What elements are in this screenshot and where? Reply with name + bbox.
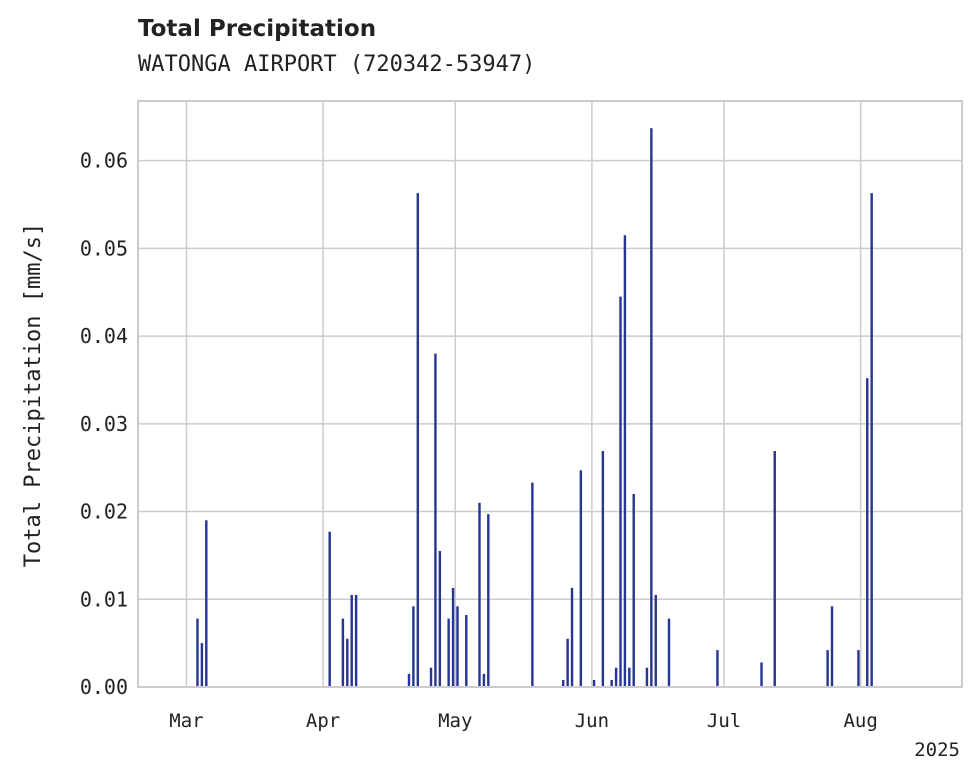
precipitation-bar (328, 531, 331, 687)
y-tick-label: 0.00 (80, 675, 128, 699)
x-tick-label: Mar (169, 710, 203, 732)
grid-lines (138, 101, 962, 687)
precipitation-bar (350, 594, 353, 687)
precipitation-bar (407, 673, 411, 687)
precipitation-bar (619, 296, 622, 687)
precipitation-bar (478, 502, 481, 687)
precipitation-bar (482, 673, 486, 687)
precipitation-bar (451, 587, 455, 687)
precipitation-bar (623, 235, 627, 687)
chart-title: Total Precipitation (138, 16, 377, 42)
tick-labels: 0.00 0.01 0.02 0.03 0.04 0.05 0.06 Mar Apr May Jun… (80, 149, 878, 732)
precipitation-bar (650, 128, 653, 688)
precipitation-bar (866, 378, 869, 687)
y-tick-label: 0.01 (80, 587, 128, 611)
precipitation-bar (456, 606, 459, 687)
x-tick-label: May (438, 710, 472, 732)
precipitation-bar (570, 587, 574, 687)
x-tick-label: Jun (575, 710, 609, 732)
precipitation-bar (610, 679, 613, 687)
precipitation-bar (645, 667, 649, 687)
y-tick-label: 0.02 (80, 500, 128, 524)
precipitation-bar (592, 679, 596, 687)
precipitation-bar (531, 482, 534, 687)
x-tick-label: Aug (843, 710, 877, 732)
plot-frame (137, 100, 963, 688)
precipitation-bar (416, 193, 420, 687)
precipitation-bar (412, 606, 415, 687)
precipitation-bar (579, 470, 583, 687)
precipitation-bar (434, 353, 437, 687)
precipitation-bar (566, 638, 569, 687)
precipitation-bar (654, 594, 657, 687)
precipitation-bar (447, 618, 450, 687)
y-tick-label: 0.03 (80, 412, 128, 436)
precipitation-bar (601, 451, 605, 687)
y-tick-label: 0.04 (80, 324, 128, 348)
precipitation-bar (429, 667, 433, 687)
y-axis-label: Total Precipitation [mm/s] (21, 223, 46, 567)
precipitation-bar (628, 667, 631, 687)
x-tick-label: Jul (707, 710, 741, 732)
y-tick-label: 0.06 (80, 149, 128, 173)
precipitation-bar (562, 679, 565, 687)
x-tick-label: Apr (306, 710, 340, 732)
precipitation-bars (196, 128, 873, 688)
precipitation-bar (760, 662, 763, 687)
precipitation-bar (716, 650, 719, 687)
precipitation-bar (857, 650, 860, 687)
precipitation-bar (341, 618, 345, 687)
precipitation-bar (632, 494, 635, 687)
precipitation-bar (614, 667, 618, 687)
precipitation-bar (667, 618, 671, 687)
precipitation-bar (205, 520, 208, 687)
precipitation-bar (438, 551, 442, 687)
precipitation-bar (346, 638, 349, 687)
precipitation-bar (773, 451, 776, 687)
precipitation-bar (826, 650, 829, 687)
precipitation-bar (200, 643, 204, 687)
y-tick-label: 0.05 (80, 236, 128, 260)
precipitation-bar (830, 606, 834, 687)
precipitation-bar (354, 594, 358, 687)
precipitation-bar (196, 618, 199, 687)
chart-subtitle: WATONGA AIRPORT (720342-53947) (138, 52, 536, 77)
precipitation-bar (487, 514, 490, 687)
precipitation-bar (465, 615, 468, 687)
x-axis-year-label: 2025 (914, 739, 960, 761)
precipitation-bar (870, 193, 873, 687)
